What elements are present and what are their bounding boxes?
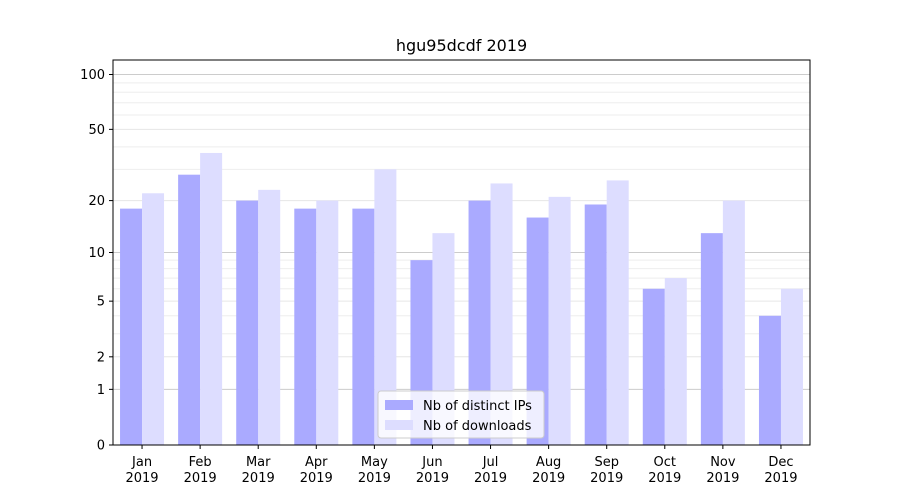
bar-downloads — [374, 169, 397, 445]
x-tick-label-month: Oct — [654, 455, 676, 470]
y-tick-label: 100 — [80, 68, 105, 83]
bar-downloads — [722, 200, 745, 445]
bar-distinct-ips — [584, 204, 607, 445]
bar-distinct-ips — [294, 208, 317, 445]
legend-label: Nb of distinct IPs — [423, 399, 532, 414]
y-axis: 0 1 2 5 10 20 50 100 — [80, 68, 113, 454]
chart-title: hgu95dcdf 2019 — [396, 36, 527, 55]
legend-swatch — [385, 420, 413, 430]
bar-downloads — [490, 183, 513, 445]
y-tick-label: 50 — [88, 123, 105, 138]
x-tick-label-year: 2019 — [590, 471, 623, 486]
x-tick-label-month: Mar — [246, 455, 271, 470]
x-tick-label-month: Sep — [594, 455, 619, 470]
x-tick-label-year: 2019 — [474, 471, 507, 486]
x-tick-label-month: Aug — [536, 455, 561, 470]
x-tick-label-month: Dec — [768, 455, 793, 470]
x-tick-label-year: 2019 — [184, 471, 217, 486]
legend-label: Nb of downloads — [423, 419, 532, 434]
legend-box — [377, 390, 545, 439]
bar-downloads — [316, 200, 339, 445]
y-tick-label: 5 — [97, 295, 105, 310]
bar-distinct-ips — [236, 200, 259, 445]
x-tick-label-year: 2019 — [648, 471, 681, 486]
x-tick-label-year: 2019 — [125, 471, 158, 486]
bar-distinct-ips — [352, 208, 375, 445]
bar-downloads — [606, 180, 629, 446]
x-tick-label-month: Jan — [131, 455, 152, 470]
bar-downloads — [548, 196, 571, 445]
legend-swatch — [385, 400, 413, 410]
bar-downloads — [200, 152, 223, 445]
bar-distinct-ips — [700, 233, 723, 445]
bar-distinct-ips — [120, 208, 143, 445]
x-tick-label-year: 2019 — [416, 471, 449, 486]
legend: Nb of distinct IPs Nb of downloads — [377, 390, 545, 439]
bar-downloads — [780, 288, 803, 445]
grid-layer — [113, 74, 810, 390]
x-tick-label-month: Jul — [482, 455, 499, 470]
x-tick-label-month: Apr — [305, 455, 328, 470]
bar-downloads — [142, 193, 165, 445]
bar-downloads — [664, 278, 687, 445]
bar-distinct-ips — [642, 288, 665, 445]
x-tick-label-month: Nov — [710, 455, 736, 470]
x-tick-label-year: 2019 — [242, 471, 275, 486]
y-tick-label: 10 — [88, 246, 105, 261]
x-axis: Jan2019Feb2019Mar2019Apr2019May2019Jun20… — [125, 445, 798, 486]
y-tick-label: 20 — [88, 194, 105, 209]
bar-distinct-ips — [758, 315, 781, 445]
bar-distinct-ips — [468, 200, 491, 445]
y-tick-label: 1 — [97, 383, 105, 398]
x-tick-label-year: 2019 — [358, 471, 391, 486]
x-tick-label-year: 2019 — [764, 471, 797, 486]
x-tick-label-year: 2019 — [532, 471, 565, 486]
y-tick-label: 2 — [97, 350, 105, 365]
bar-distinct-ips — [178, 174, 201, 446]
x-tick-label-year: 2019 — [300, 471, 333, 486]
x-tick-label-month: Jun — [421, 455, 442, 470]
bar-downloads — [258, 189, 281, 445]
x-tick-label-month: May — [361, 455, 388, 470]
bar-distinct-ips — [526, 217, 549, 445]
y-tick-label: 0 — [97, 439, 105, 454]
x-tick-label-month: Feb — [189, 455, 212, 470]
x-tick-label-year: 2019 — [706, 471, 739, 486]
